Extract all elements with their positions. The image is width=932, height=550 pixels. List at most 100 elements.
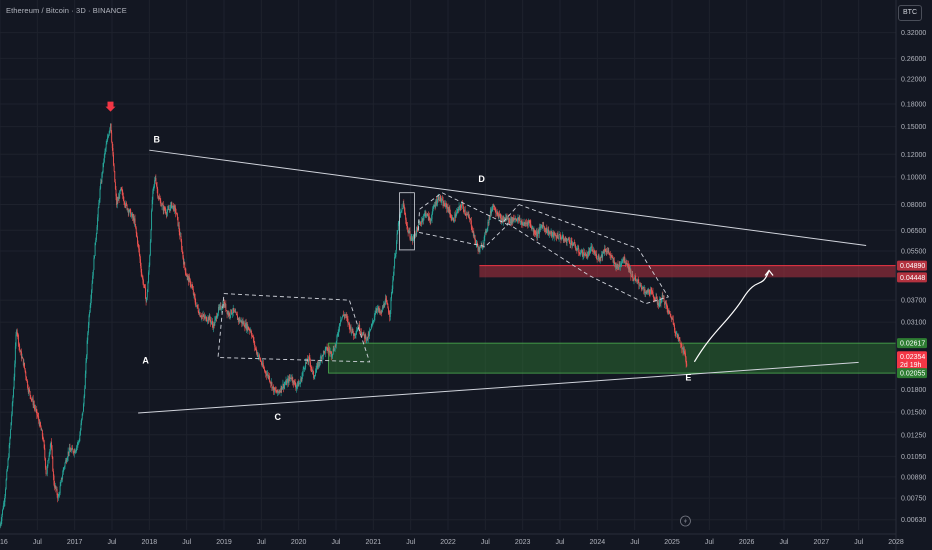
candle-body xyxy=(22,358,24,366)
candle-body xyxy=(244,326,246,328)
candle-body xyxy=(536,231,538,237)
candle-body xyxy=(16,330,18,334)
candle-body xyxy=(168,208,170,210)
candle-body xyxy=(162,204,164,206)
candle-body xyxy=(76,446,78,450)
candle-body xyxy=(395,241,397,251)
candle-body xyxy=(650,289,652,291)
peak-arrow-icon xyxy=(105,101,116,112)
candle-body xyxy=(81,418,83,424)
candle-body xyxy=(107,136,109,138)
candle-body xyxy=(29,389,30,392)
candle-body xyxy=(554,233,556,236)
candle-body xyxy=(152,190,154,200)
price-tag xyxy=(897,368,927,379)
candle-body xyxy=(372,320,374,322)
candle-body xyxy=(362,332,364,334)
candle-body xyxy=(72,449,74,453)
candle-body xyxy=(547,229,549,233)
candle-body xyxy=(673,324,675,325)
candle-body xyxy=(71,447,73,450)
candle-body xyxy=(486,230,488,233)
candle-body xyxy=(500,218,502,223)
candle-body xyxy=(474,235,476,241)
candle-body xyxy=(389,314,391,318)
candle-body xyxy=(154,180,156,185)
candle-body xyxy=(625,262,627,264)
candle-body xyxy=(68,451,70,453)
candle-body xyxy=(601,254,603,258)
candle-body xyxy=(373,320,375,321)
candle-body xyxy=(311,369,313,371)
candle-body xyxy=(171,205,173,208)
price-tick-label: 0.01500 xyxy=(901,410,926,417)
candle-body xyxy=(489,216,491,218)
candle-body xyxy=(117,200,119,202)
candle-body xyxy=(189,277,191,280)
candle-body xyxy=(300,378,302,382)
candle-body xyxy=(343,314,345,316)
candle-body xyxy=(496,212,498,215)
candle-body xyxy=(670,314,672,317)
candle-body xyxy=(424,212,426,214)
candle-body xyxy=(645,290,647,292)
candle-body xyxy=(11,402,13,415)
candle-body xyxy=(241,321,243,324)
candle-body xyxy=(15,334,17,347)
candle-body xyxy=(544,228,546,230)
candle-body xyxy=(151,210,153,230)
candle-body xyxy=(591,246,593,252)
candle-body xyxy=(507,217,508,220)
candle-body xyxy=(26,380,28,382)
candle-body xyxy=(379,309,381,313)
candle-body xyxy=(18,344,20,347)
candle-body xyxy=(138,248,140,255)
candle-body xyxy=(559,234,561,237)
candle-body xyxy=(212,324,214,329)
candle-body xyxy=(127,209,129,210)
candle-body xyxy=(40,422,41,427)
candle-body xyxy=(226,310,228,314)
candle-body xyxy=(600,256,602,258)
candle-body xyxy=(124,204,126,207)
candle-body xyxy=(95,240,97,243)
candle-body xyxy=(203,314,205,317)
candle-body xyxy=(360,332,362,333)
candle-body xyxy=(354,334,356,336)
candle-body xyxy=(394,256,396,267)
candle-body xyxy=(444,205,446,207)
candle-body xyxy=(100,182,102,183)
candle-body xyxy=(557,234,559,239)
candle-body xyxy=(369,329,371,332)
time-tick-label: 2022 xyxy=(440,539,456,546)
candle-body xyxy=(530,223,532,227)
candle-body xyxy=(395,250,397,257)
candle-body xyxy=(142,277,144,284)
currency-badge[interactable]: BTC xyxy=(898,5,922,21)
candle-body xyxy=(41,430,43,431)
candle-body xyxy=(406,224,408,227)
candle-body xyxy=(393,266,395,276)
candle-body xyxy=(348,322,350,326)
candle-body xyxy=(422,218,424,221)
time-axis[interactable]: 2016 Jul 2017 Jul 2018 Jul 2019 Jul 2020 Jul 2021 J… xyxy=(0,533,904,546)
candle-body xyxy=(485,230,487,233)
candle-body xyxy=(214,317,216,321)
candle-body xyxy=(240,320,242,322)
candle-body xyxy=(482,243,484,247)
candle-body xyxy=(309,357,311,363)
candle-body xyxy=(604,248,605,253)
candle-body xyxy=(97,208,99,218)
candle-body xyxy=(1,514,3,521)
candle-body xyxy=(217,312,219,317)
candle-body xyxy=(161,204,163,206)
candle-body xyxy=(542,225,543,229)
candle-body xyxy=(680,343,682,345)
candle-body xyxy=(208,315,210,321)
candle-body xyxy=(236,314,238,316)
candle-body xyxy=(224,303,226,307)
candle-body xyxy=(291,377,293,380)
candle-body xyxy=(90,298,92,306)
candle-body xyxy=(509,222,511,224)
